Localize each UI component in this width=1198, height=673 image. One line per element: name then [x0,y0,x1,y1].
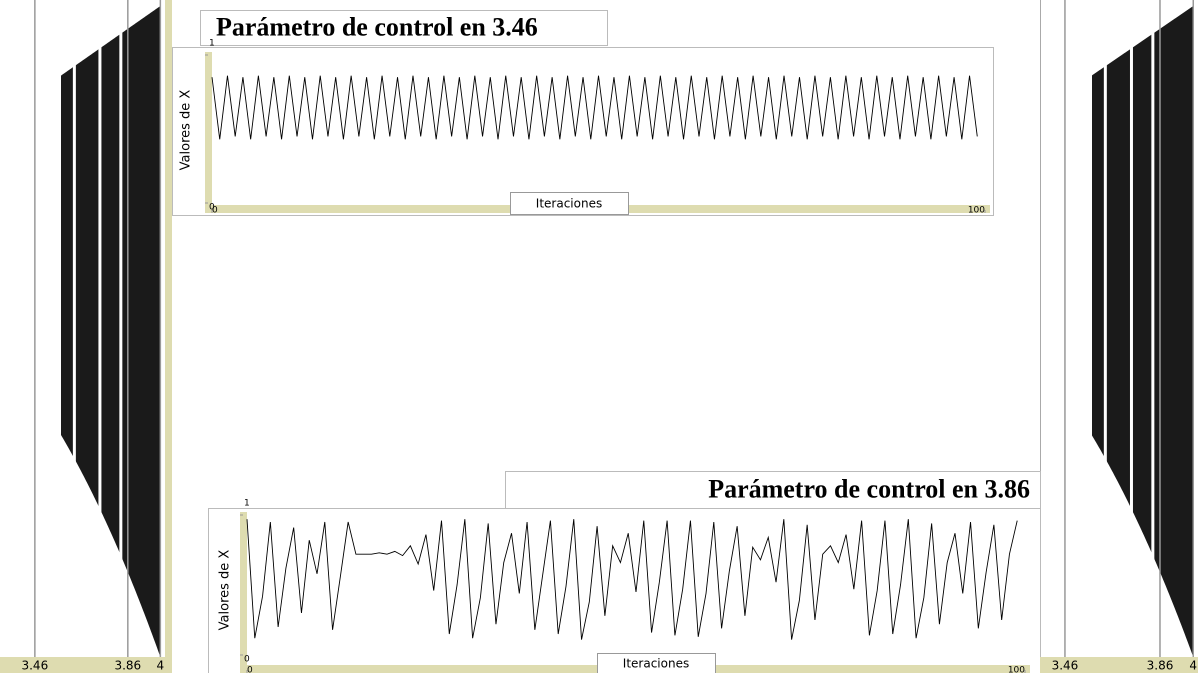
x-tick-label: 100 [968,206,985,216]
y-axis-label: Valores de X [218,550,233,631]
y-axis-band [240,512,247,673]
y-axis-band [205,52,212,213]
x-label-box [597,653,716,673]
data-line [211,75,978,140]
x-axis-band [1040,657,1198,673]
y-tick-label: 0 [209,203,215,213]
x-axis-label: Iteraciones [536,197,602,211]
plot-title: Parámetro de control en 3.46 [216,12,538,41]
data-line [246,519,1018,640]
x-axis-band [0,657,165,673]
x-tick-label: 0 [212,206,218,216]
title-box [200,10,608,46]
x-tick-label: 3.46 [1052,659,1079,673]
y-tick-label: 0 [244,655,250,665]
y-axis-label: Valores de X [179,90,194,171]
y-tick-label: 1 [209,39,215,49]
x-tick-label: 3.86 [1147,659,1174,673]
x-tick-label: 0 [247,666,253,673]
x-tick-label: 4 [157,659,165,673]
x-tick-label: 3.46 [21,659,48,673]
plot-frame [208,508,1041,673]
x-tick-label: 3.86 [114,659,141,673]
x-tick-label: 100 [1008,666,1025,673]
plot-frame [172,47,994,216]
bifurcation-area [1092,6,1193,657]
title-box [505,471,1041,509]
x-tick-label: 4 [1189,659,1197,673]
plot-title: Parámetro de control en 3.86 [708,474,1030,503]
divider [165,0,172,673]
bifurcation-area [61,6,160,657]
x-label-box [510,192,629,215]
y-tick-label: 1 [244,499,250,509]
x-axis-label: Iteraciones [623,657,689,671]
